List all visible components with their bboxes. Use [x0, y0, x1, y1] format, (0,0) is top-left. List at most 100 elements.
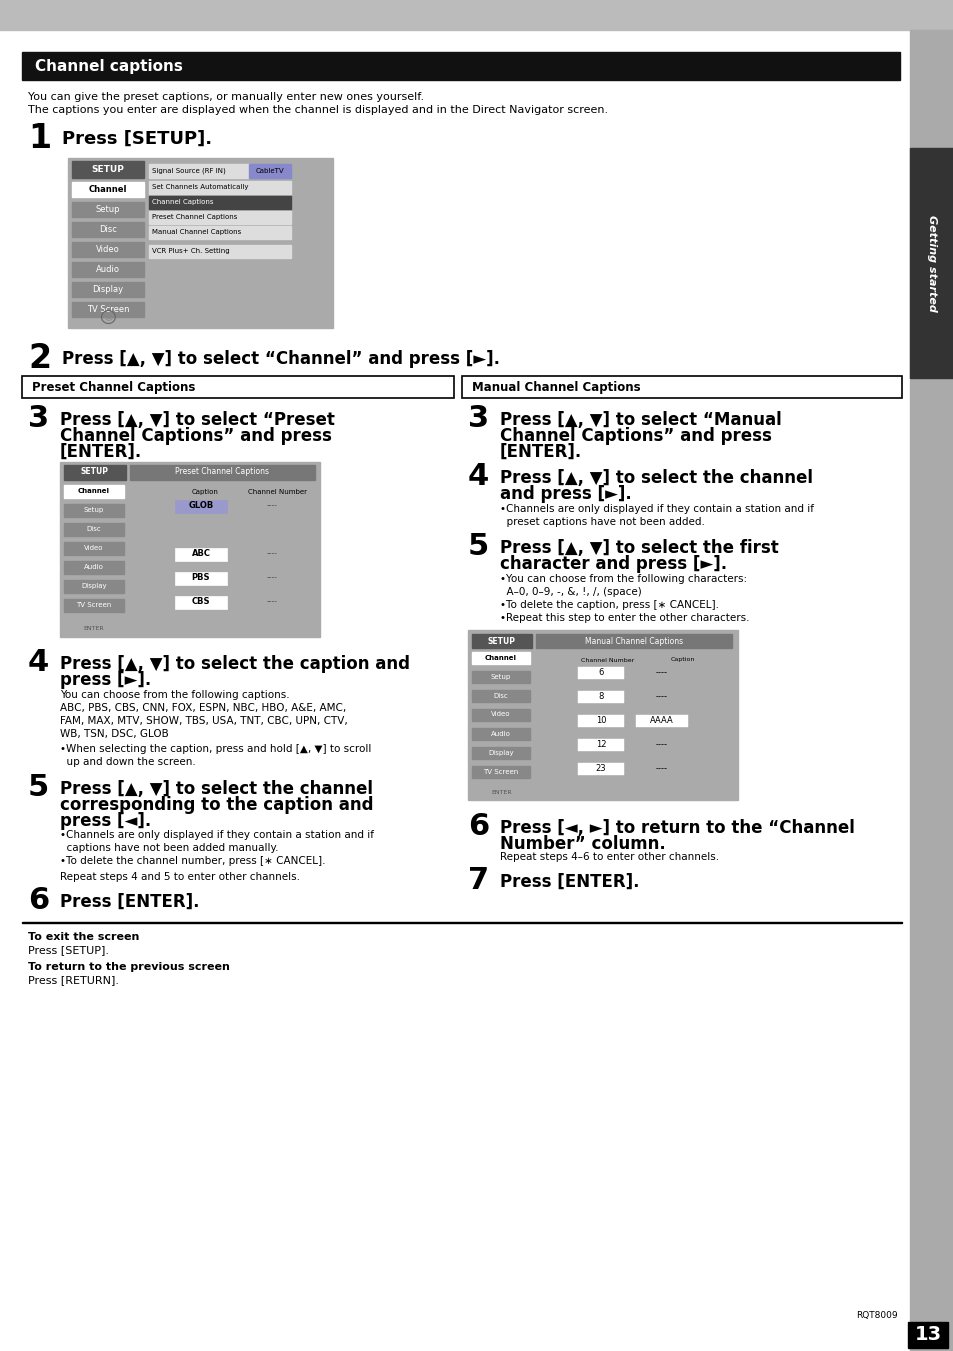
Bar: [149, 163, 249, 178]
Text: Channel Number: Channel Number: [580, 658, 634, 662]
Text: •Repeat this step to enter the other characters.: •Repeat this step to enter the other cha…: [499, 613, 749, 623]
Text: 8: 8: [598, 692, 603, 701]
Text: Caption: Caption: [192, 489, 218, 494]
Bar: [71, 242, 144, 257]
Bar: [71, 182, 144, 197]
Bar: [71, 161, 144, 178]
Text: 6: 6: [468, 812, 489, 842]
Text: ENTER: ENTER: [84, 627, 104, 631]
Bar: [71, 262, 144, 277]
Bar: [472, 671, 530, 684]
Text: Press [◄, ►] to return to the “Channel: Press [◄, ►] to return to the “Channel: [499, 819, 854, 838]
Text: Audio: Audio: [491, 731, 511, 736]
Bar: [149, 196, 291, 209]
Bar: [636, 715, 687, 727]
Text: Press [▲, ▼] to select “Preset: Press [▲, ▼] to select “Preset: [60, 411, 335, 430]
Text: Manual Channel Captions: Manual Channel Captions: [152, 230, 241, 235]
Bar: [245, 549, 299, 561]
Bar: [249, 163, 291, 178]
Text: preset captions have not been added.: preset captions have not been added.: [499, 517, 704, 527]
Text: •To delete the channel number, press [∗ CANCEL].: •To delete the channel number, press [∗ …: [60, 857, 325, 866]
Text: Channel: Channel: [484, 654, 517, 661]
Bar: [578, 715, 623, 727]
Bar: [472, 709, 530, 721]
Text: 23: 23: [595, 765, 606, 773]
Bar: [174, 571, 227, 585]
Text: Preset Channel Captions: Preset Channel Captions: [152, 213, 237, 220]
Bar: [578, 763, 623, 775]
Text: Preset Channel Captions: Preset Channel Captions: [174, 467, 269, 477]
Bar: [578, 739, 623, 751]
Bar: [636, 739, 687, 751]
Text: Audio: Audio: [84, 563, 104, 570]
Text: •You can choose from the following characters:: •You can choose from the following chara…: [499, 574, 746, 584]
Bar: [472, 634, 532, 648]
Bar: [0, 0, 953, 30]
Text: Manual Channel Captions: Manual Channel Captions: [584, 636, 682, 646]
Text: Setup: Setup: [95, 204, 120, 213]
Text: 4: 4: [468, 462, 489, 490]
Text: A–0, 0–9, -, &, !, /, (space): A–0, 0–9, -, &, !, /, (space): [499, 586, 641, 597]
Text: ----: ----: [656, 765, 667, 773]
Text: Setup: Setup: [491, 674, 511, 680]
Text: The captions you enter are displayed when the channel is displayed and in the Di: The captions you enter are displayed whe…: [28, 105, 607, 115]
Bar: [64, 465, 126, 480]
Text: 12: 12: [595, 740, 605, 748]
Bar: [461, 376, 901, 399]
Bar: [907, 1323, 947, 1348]
Text: WB, TSN, DSC, GLOB: WB, TSN, DSC, GLOB: [60, 730, 169, 739]
Text: Number” column.: Number” column.: [499, 835, 665, 852]
Text: Press [▲, ▼] to select the channel: Press [▲, ▼] to select the channel: [60, 780, 373, 798]
Bar: [149, 245, 291, 258]
Text: RQT8009: RQT8009: [856, 1310, 897, 1320]
Bar: [636, 690, 687, 703]
Text: Press [▲, ▼] to select “Channel” and press [►].: Press [▲, ▼] to select “Channel” and pre…: [62, 350, 499, 367]
Text: ----: ----: [656, 692, 667, 701]
Text: Channel: Channel: [78, 488, 110, 494]
Text: Video: Video: [84, 544, 104, 551]
Text: PBS: PBS: [192, 574, 210, 582]
Text: •When selecting the caption, press and hold [▲, ▼] to scroll: •When selecting the caption, press and h…: [60, 744, 371, 754]
Text: ENTER: ENTER: [491, 789, 512, 794]
Bar: [472, 766, 530, 778]
Text: [ENTER].: [ENTER].: [499, 443, 581, 461]
Text: Disc: Disc: [99, 224, 117, 234]
Text: ----: ----: [266, 597, 277, 607]
Bar: [22, 51, 899, 80]
Bar: [909, 30, 953, 1351]
Bar: [64, 561, 124, 574]
Bar: [64, 542, 124, 555]
Text: Channel Captions” and press: Channel Captions” and press: [499, 427, 771, 444]
Text: ----: ----: [266, 501, 277, 511]
Bar: [64, 598, 124, 612]
Text: Caption: Caption: [670, 658, 695, 662]
Text: 5: 5: [28, 773, 50, 802]
Bar: [174, 549, 227, 561]
Text: Press [SETUP].: Press [SETUP].: [62, 130, 212, 149]
Text: 1: 1: [28, 122, 51, 155]
Text: press [►].: press [►].: [60, 671, 152, 689]
Bar: [149, 211, 291, 224]
Bar: [71, 282, 144, 297]
Bar: [536, 634, 731, 648]
Text: 4: 4: [28, 648, 50, 677]
Text: SETUP: SETUP: [91, 165, 124, 173]
Text: •Channels are only displayed if they contain a station and if: •Channels are only displayed if they con…: [60, 830, 374, 840]
Text: •Channels are only displayed if they contain a station and if: •Channels are only displayed if they con…: [499, 504, 813, 513]
Text: 5: 5: [468, 532, 489, 561]
Text: Press [SETUP].: Press [SETUP].: [28, 944, 109, 955]
Text: ABC, PBS, CBS, CNN, FOX, ESPN, NBC, HBO, A&E, AMC,: ABC, PBS, CBS, CNN, FOX, ESPN, NBC, HBO,…: [60, 703, 346, 713]
Text: Press [RETURN].: Press [RETURN].: [28, 975, 119, 985]
Text: Disc: Disc: [493, 693, 508, 698]
Bar: [149, 226, 291, 239]
Bar: [472, 690, 530, 703]
Text: ABC: ABC: [192, 550, 211, 558]
Bar: [71, 222, 144, 236]
Text: character and press [►].: character and press [►].: [499, 555, 726, 573]
Bar: [174, 500, 227, 513]
Text: ----: ----: [266, 574, 277, 582]
Bar: [468, 630, 738, 800]
Text: ○: ○: [99, 307, 116, 326]
Bar: [472, 653, 530, 663]
Text: ----: ----: [656, 740, 667, 748]
